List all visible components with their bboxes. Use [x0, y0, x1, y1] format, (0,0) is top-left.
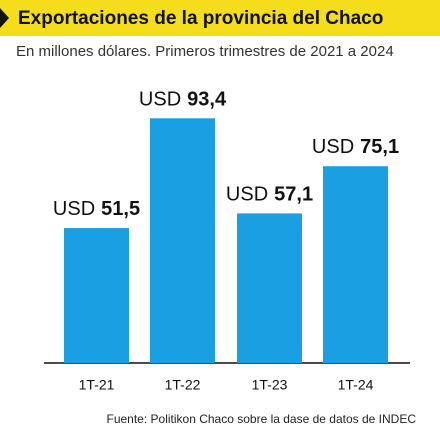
chart-title: Exportaciones de la provincia del Chaco	[18, 8, 383, 29]
bar	[323, 166, 388, 363]
title-marker	[0, 8, 9, 28]
value-prefix: USD	[53, 198, 95, 220]
x-tick-label: 1T-22	[165, 377, 201, 393]
x-tick-label: 1T-21	[79, 377, 115, 393]
value-number: 51,5	[101, 198, 140, 220]
value-label: USD 93,4	[139, 89, 227, 111]
title-band	[0, 0, 440, 36]
bar	[150, 118, 215, 364]
x-tick-label: 1T-23	[252, 377, 288, 393]
value-label: USD 57,1	[226, 184, 313, 206]
value-label: USD 75,1	[312, 137, 399, 159]
value-number: 57,1	[274, 184, 313, 206]
value-number: 75,1	[360, 137, 399, 159]
source: Fuente: Politikon Chaco sobre la dase de…	[106, 412, 416, 426]
bar	[64, 228, 129, 363]
value-prefix: USD	[312, 137, 354, 159]
value-label: USD 51,5	[53, 198, 140, 220]
bar	[237, 213, 302, 363]
value-prefix: USD	[226, 184, 268, 206]
chart-subtitle: En millones dólares. Primeros trimestres…	[16, 43, 394, 60]
x-tick-label: 1T-24	[338, 377, 374, 393]
value-prefix: USD	[139, 89, 181, 111]
value-number: 93,4	[187, 89, 227, 111]
